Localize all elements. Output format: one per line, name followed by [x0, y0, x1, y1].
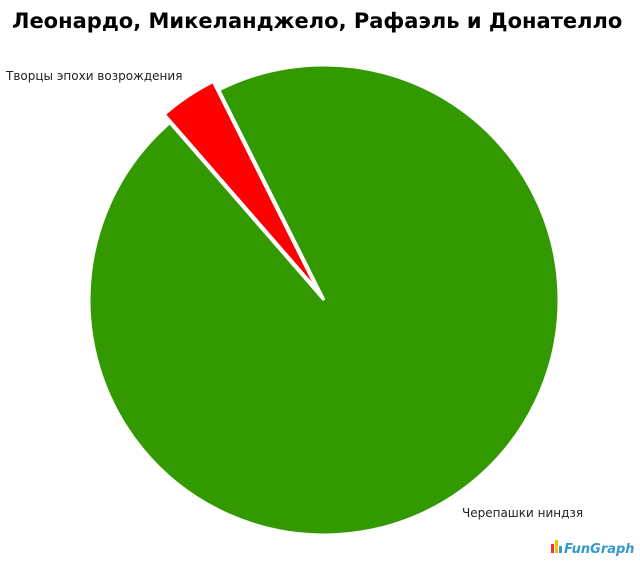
chart-title: Леонардо, Микеланджело, Рафаэль и Донате…: [12, 9, 622, 33]
pie: [87, 63, 561, 537]
pie-slice: [162, 79, 320, 293]
logo-bar: [555, 540, 558, 553]
logo-bar: [551, 544, 554, 553]
pie-slice: [87, 63, 561, 537]
slice-label: Творцы эпохи возрождения: [5, 69, 182, 83]
watermark: FunGraph: [564, 542, 635, 557]
logo: FunGraph: [551, 540, 635, 557]
slice-label: Черепашки ниндзя: [462, 506, 583, 520]
logo-bar: [559, 546, 562, 553]
